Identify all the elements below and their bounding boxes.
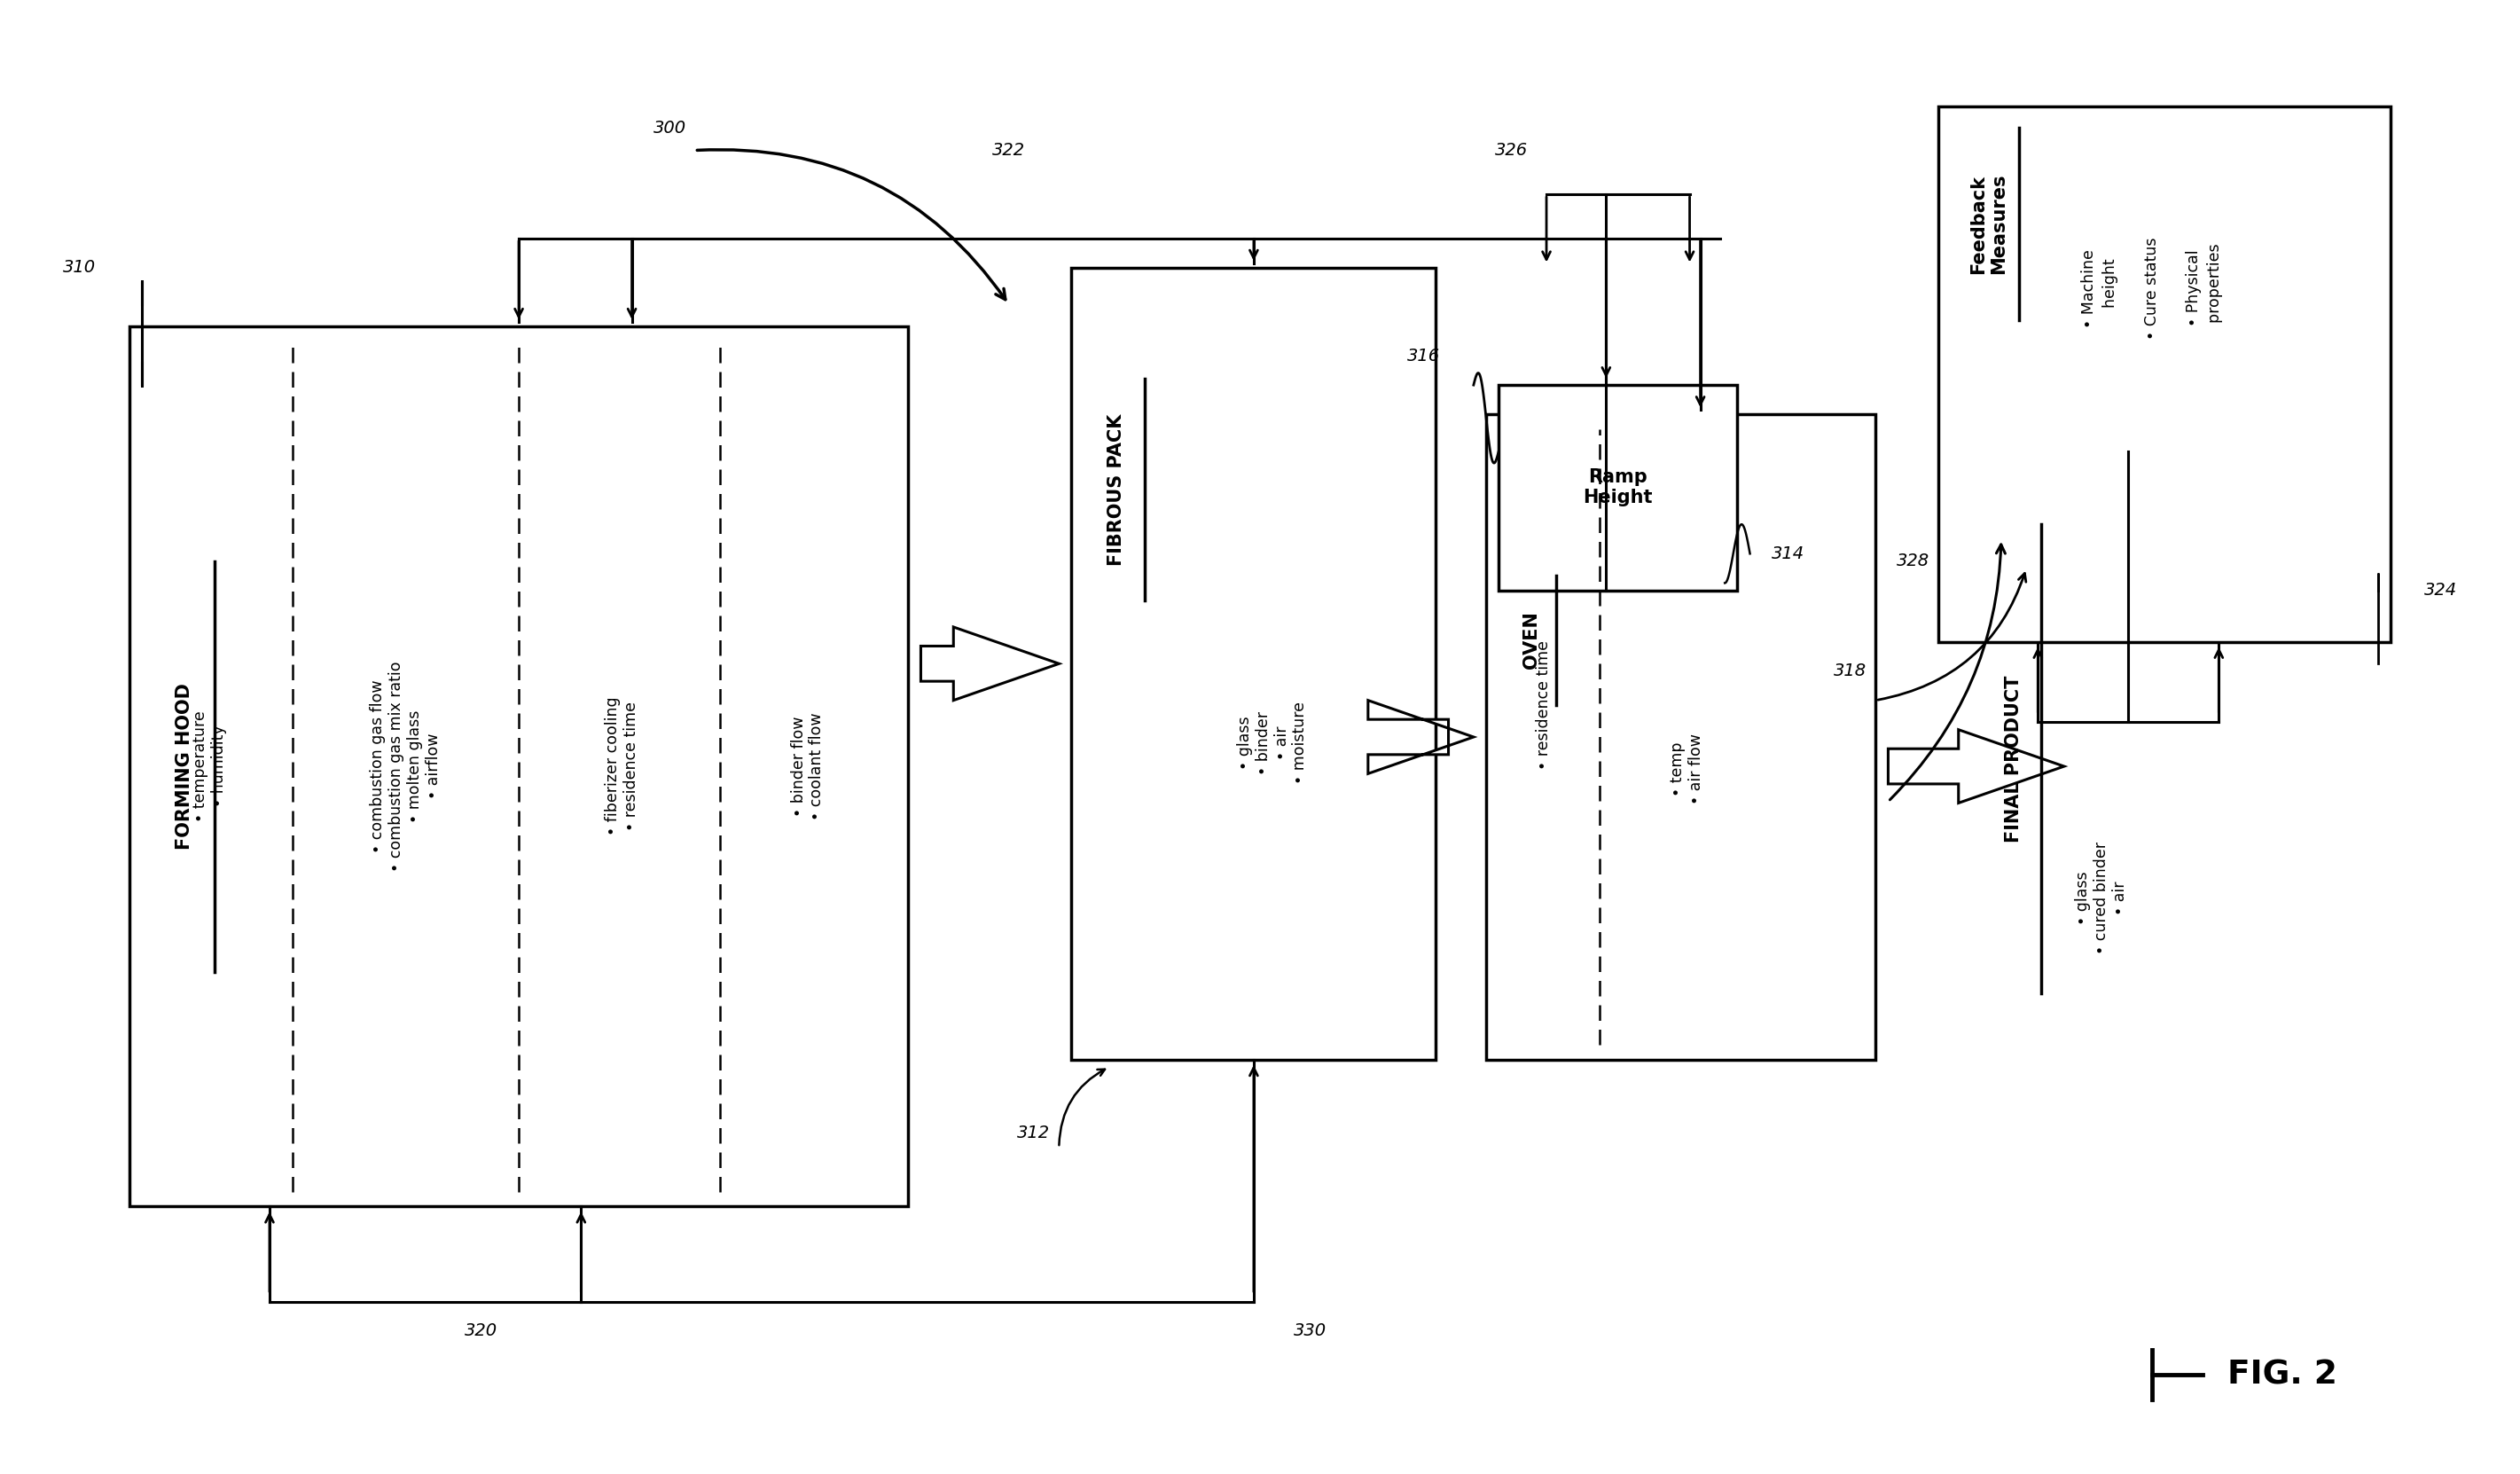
Text: Feedback
Measures: Feedback Measures — [1971, 174, 2008, 274]
Text: 326: 326 — [1494, 142, 1527, 159]
Bar — [1938, 106, 2391, 641]
Text: FIBROUS PACK: FIBROUS PACK — [1109, 413, 1126, 566]
Text: 328: 328 — [1898, 553, 1930, 569]
Bar — [1487, 414, 1875, 1060]
Text: FINAL PRODUCT: FINAL PRODUCT — [2006, 675, 2024, 843]
Text: • glass
• binder
• air
• moisture: • glass • binder • air • moisture — [1237, 702, 1308, 784]
Text: 314: 314 — [1772, 545, 1804, 562]
Polygon shape — [920, 626, 1058, 700]
Text: FORMING HOOD: FORMING HOOD — [176, 682, 194, 849]
Text: • combustion gas flow
• combustion gas mix ratio
• molten glass
• airflow: • combustion gas flow • combustion gas m… — [370, 660, 441, 871]
Text: 316: 316 — [1406, 348, 1439, 364]
Text: 320: 320 — [464, 1322, 496, 1340]
Text: 322: 322 — [993, 142, 1026, 159]
Text: OVEN: OVEN — [1522, 612, 1540, 669]
Text: • residence time: • residence time — [1537, 640, 1552, 769]
Text: FIG. 2: FIG. 2 — [2228, 1359, 2336, 1391]
Bar — [1499, 385, 1736, 591]
Text: • glass
• cured binder
• air: • glass • cured binder • air — [2076, 842, 2129, 955]
Text: • fiberizer cooling
• residence time: • fiberizer cooling • residence time — [605, 697, 640, 836]
Text: Ramp
Height: Ramp Height — [1583, 469, 1653, 507]
Text: 310: 310 — [63, 259, 96, 276]
Polygon shape — [1887, 730, 2064, 803]
Polygon shape — [1368, 700, 1474, 774]
Text: 324: 324 — [2424, 582, 2457, 598]
Bar — [129, 326, 907, 1206]
Text: 318: 318 — [1835, 663, 1867, 680]
Text: • Machine
  height

• Cure status

• Physical
  properties: • Machine height • Cure status • Physica… — [2082, 237, 2223, 339]
Text: 312: 312 — [1018, 1125, 1051, 1141]
Text: 300: 300 — [653, 119, 685, 137]
Bar — [1071, 268, 1436, 1060]
Text: 330: 330 — [1293, 1322, 1326, 1340]
Text: • temp
• air flow: • temp • air flow — [1671, 734, 1704, 805]
Text: • binder flow
• coolant flow: • binder flow • coolant flow — [791, 712, 824, 820]
Text: • temperature
• humidity: • temperature • humidity — [192, 710, 227, 822]
